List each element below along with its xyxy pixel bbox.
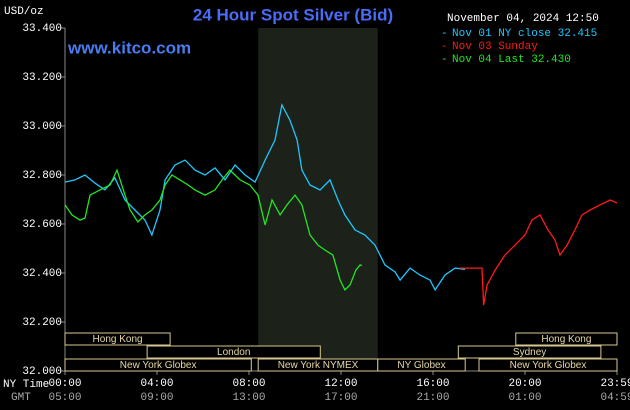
gmt-tick-label: 13:00 bbox=[232, 392, 265, 404]
gmt-tick-label: 05:00 bbox=[48, 392, 81, 404]
gmt-tick-label: 21:00 bbox=[416, 392, 449, 404]
series-line bbox=[64, 168, 363, 291]
highlight-band bbox=[258, 28, 378, 371]
legend-marker: - bbox=[441, 28, 448, 40]
chart-title: 24 Hour Spot Silver (Bid) bbox=[193, 5, 393, 24]
y-tick-label: 32.400 bbox=[22, 268, 62, 280]
y-tick-label: 33.200 bbox=[22, 72, 62, 84]
gmt-tick-label: 04:59 bbox=[600, 392, 630, 404]
session-box bbox=[64, 358, 252, 372]
timestamp: November 04, 2024 12:50 bbox=[447, 13, 599, 25]
x-tick-label: 04:00 bbox=[140, 378, 173, 390]
legend-label: Nov 01 NY close 32.415 bbox=[452, 28, 597, 40]
legend-marker: - bbox=[441, 41, 448, 53]
session-label: Hong Kong bbox=[93, 334, 143, 345]
gmt-row-label: GMT bbox=[11, 392, 31, 404]
y-tick-label: 32.200 bbox=[22, 317, 62, 329]
session-box bbox=[377, 358, 466, 372]
series-line bbox=[64, 102, 466, 292]
session-label: London bbox=[217, 347, 250, 358]
session-label: New York Globex bbox=[510, 360, 587, 371]
y-tick-label: 33.000 bbox=[22, 121, 62, 133]
x-tick-label: 16:00 bbox=[416, 378, 449, 390]
gmt-tick-label: 17:00 bbox=[324, 392, 357, 404]
x-tick-label: 12:00 bbox=[324, 378, 357, 390]
x-tick-label: 23:59 bbox=[600, 378, 630, 390]
session-label: New York NYMEX bbox=[278, 360, 359, 371]
gmt-tick-label: 09:00 bbox=[140, 392, 173, 404]
session-box bbox=[478, 358, 618, 372]
y-tick-label: 32.800 bbox=[22, 170, 62, 182]
legend-marker: - bbox=[441, 54, 448, 66]
x-tick-label: 08:00 bbox=[232, 378, 265, 390]
session-label: New York Globex bbox=[120, 360, 197, 371]
session-label: NY Globex bbox=[397, 360, 445, 371]
legend-label: Nov 04 Last 32.430 bbox=[452, 54, 571, 66]
y-unit: USD/oz bbox=[4, 6, 44, 18]
session-box bbox=[146, 345, 321, 359]
y-tick-label: 32.000 bbox=[22, 366, 62, 378]
x-tick-label: 20:00 bbox=[508, 378, 541, 390]
session-box bbox=[457, 345, 602, 359]
session-label: Sydney bbox=[513, 347, 546, 358]
session-box bbox=[515, 332, 618, 346]
gmt-tick-label: 01:00 bbox=[508, 392, 541, 404]
session-label: Hong Kong bbox=[541, 334, 591, 345]
legend-label: Nov 03 Sunday bbox=[452, 41, 538, 53]
x-tick-label: 00:00 bbox=[48, 378, 81, 390]
session-box bbox=[64, 332, 171, 346]
x-row-label: NY Time bbox=[3, 379, 49, 391]
website: www.kitco.com bbox=[67, 38, 191, 57]
y-tick-label: 32.600 bbox=[22, 219, 62, 231]
y-tick-label: 33.400 bbox=[22, 23, 62, 35]
series-line bbox=[459, 199, 618, 306]
